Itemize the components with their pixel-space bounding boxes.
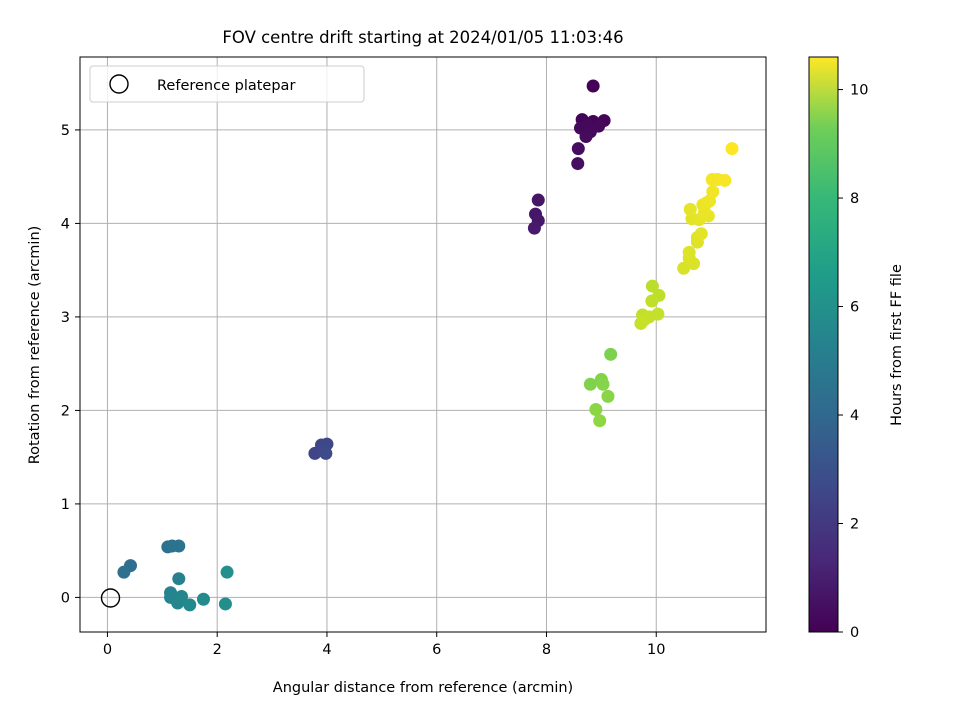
colorbar-label: Hours from first FF file [889,264,905,426]
data-point [682,245,696,259]
data-point [634,316,648,330]
colorbar-tick-label: 6 [850,300,859,316]
colorbar-tick-label: 10 [850,83,868,99]
data-point [196,592,210,606]
x-tick-label: 0 [103,642,112,658]
data-point [645,279,659,293]
data-point [220,565,234,579]
data-point [601,389,615,403]
data-point [183,598,197,612]
plot-frame [79,56,767,633]
data-point [527,221,541,235]
data-points [117,79,739,612]
data-point [218,597,232,611]
data-point [571,157,585,171]
legend: Reference platepar [89,65,365,103]
y-tick-label: 1 [61,497,70,513]
data-point [172,539,186,553]
chart-title: FOV centre drift starting at 2024/01/05 … [222,28,623,47]
colorbar-tick-label: 2 [850,517,859,533]
legend-box [89,65,365,103]
data-point [117,565,131,579]
data-point [706,185,720,199]
data-point [645,294,659,308]
legend-label: Reference platepar [157,78,295,94]
data-point [604,347,618,361]
data-point [651,307,665,321]
x-tick-label: 8 [542,642,551,658]
data-point [683,202,697,216]
y-tick-label: 3 [61,310,70,326]
colorbar-ticks: 0 2 4 6 8 10 [838,83,868,641]
x-tick-label: 10 [647,642,665,658]
x-axis-ticks: 0 2 4 6 8 10 [103,632,665,658]
colorbar-tick-label: 4 [850,408,859,424]
data-point [571,142,585,156]
y-axis-label: Rotation from reference (arcmin) [27,226,43,465]
y-tick-label: 0 [61,590,70,606]
data-point [589,402,603,416]
reference-platepar-marker [100,588,121,608]
y-tick-label: 2 [61,403,70,419]
x-tick-label: 2 [213,642,222,658]
legend-marker-icon [109,74,129,94]
data-point [531,193,545,207]
y-axis-ticks: 0 1 2 3 4 5 [61,123,80,606]
data-point [171,596,185,610]
colorbar [808,56,839,633]
data-point [593,414,607,428]
data-point [579,129,593,143]
data-point [596,377,610,391]
data-point [694,227,708,241]
data-point [586,79,600,93]
y-tick-label: 5 [61,123,70,139]
x-axis-label: Angular distance from reference (arcmin) [273,680,573,696]
data-point [583,377,597,391]
data-point [172,572,186,586]
colorbar-tick-label: 0 [850,625,859,641]
data-point [319,446,333,460]
x-tick-label: 4 [322,642,331,658]
data-point [718,173,732,187]
data-point [725,142,739,156]
data-point [677,261,691,275]
x-tick-label: 6 [432,642,441,658]
y-tick-label: 4 [61,216,70,232]
colorbar-tick-label: 8 [850,191,859,207]
